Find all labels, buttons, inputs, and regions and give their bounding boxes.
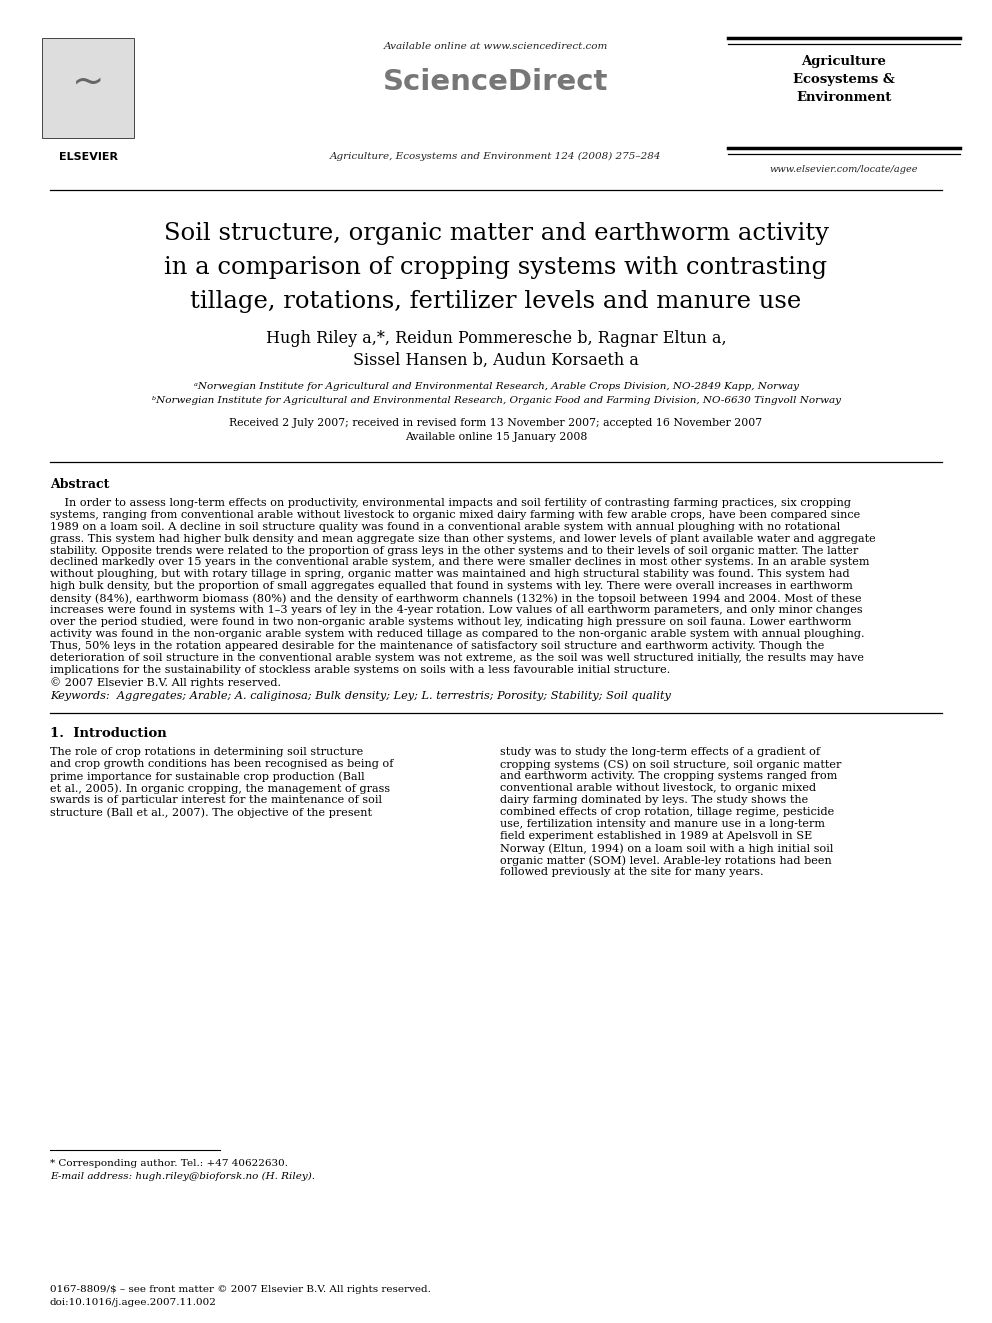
Text: swards is of particular interest for the maintenance of soil: swards is of particular interest for the… (50, 795, 382, 806)
Text: www.elsevier.com/locate/agee: www.elsevier.com/locate/agee (770, 165, 919, 175)
Text: without ploughing, but with rotary tillage in spring, organic matter was maintai: without ploughing, but with rotary tilla… (50, 569, 849, 579)
Text: 1.  Introduction: 1. Introduction (50, 728, 167, 741)
Text: increases were found in systems with 1–3 years of ley in the 4-year rotation. Lo: increases were found in systems with 1–3… (50, 605, 863, 615)
Text: ᵃNorwegian Institute for Agricultural and Environmental Research, Arable Crops D: ᵃNorwegian Institute for Agricultural an… (193, 382, 799, 392)
Text: tillage, rotations, fertilizer levels and manure use: tillage, rotations, fertilizer levels an… (190, 290, 802, 314)
Text: prime importance for sustainable crop production (Ball: prime importance for sustainable crop pr… (50, 771, 365, 782)
Text: Keywords:  Aggregates; Arable; A. caliginosa; Bulk density; Ley; L. terrestris; : Keywords: Aggregates; Arable; A. caligin… (50, 692, 671, 701)
Text: implications for the sustainability of stockless arable systems on soils with a : implications for the sustainability of s… (50, 664, 671, 675)
Text: activity was found in the non-organic arable system with reduced tillage as comp: activity was found in the non-organic ar… (50, 628, 864, 639)
Text: stability. Opposite trends were related to the proportion of grass leys in the o: stability. Opposite trends were related … (50, 545, 858, 556)
Text: field experiment established in 1989 at Apelsvoll in SE: field experiment established in 1989 at … (500, 831, 812, 841)
Text: grass. This system had higher bulk density and mean aggregate size than other sy: grass. This system had higher bulk densi… (50, 533, 876, 544)
Text: density (84%), earthworm biomass (80%) and the density of earthworm channels (13: density (84%), earthworm biomass (80%) a… (50, 593, 862, 603)
Text: over the period studied, were found in two non-organic arable systems without le: over the period studied, were found in t… (50, 617, 851, 627)
Text: ~: ~ (71, 64, 104, 101)
Text: study was to study the long-term effects of a gradient of: study was to study the long-term effects… (500, 747, 820, 757)
Text: systems, ranging from conventional arable without livestock to organic mixed dai: systems, ranging from conventional arabl… (50, 509, 860, 520)
Text: and earthworm activity. The cropping systems ranged from: and earthworm activity. The cropping sys… (500, 771, 837, 782)
Text: * Corresponding author. Tel.: +47 40622630.: * Corresponding author. Tel.: +47 406226… (50, 1159, 288, 1168)
Text: ScienceDirect: ScienceDirect (383, 67, 609, 97)
Text: ᵇNorwegian Institute for Agricultural and Environmental Research, Organic Food a: ᵇNorwegian Institute for Agricultural an… (152, 396, 840, 405)
Text: followed previously at the site for many years.: followed previously at the site for many… (500, 868, 764, 877)
Text: Sissel Hansen b, Audun Korsaeth a: Sissel Hansen b, Audun Korsaeth a (353, 352, 639, 369)
Text: Received 2 July 2007; received in revised form 13 November 2007; accepted 16 Nov: Received 2 July 2007; received in revise… (229, 418, 763, 429)
Text: Hugh Riley a,*, Reidun Pommeresche b, Ragnar Eltun a,: Hugh Riley a,*, Reidun Pommeresche b, Ra… (266, 329, 726, 347)
Text: conventional arable without livestock, to organic mixed: conventional arable without livestock, t… (500, 783, 816, 794)
Text: Available online 15 January 2008: Available online 15 January 2008 (405, 433, 587, 442)
Text: structure (Ball et al., 2007). The objective of the present: structure (Ball et al., 2007). The objec… (50, 807, 372, 818)
Text: organic matter (SOM) level. Arable-ley rotations had been: organic matter (SOM) level. Arable-ley r… (500, 855, 831, 865)
Text: 1989 on a loam soil. A decline in soil structure quality was found in a conventi: 1989 on a loam soil. A decline in soil s… (50, 521, 840, 532)
Text: Thus, 50% leys in the rotation appeared desirable for the maintenance of satisfa: Thus, 50% leys in the rotation appeared … (50, 640, 824, 651)
Bar (42, 38, 134, 138)
Text: The role of crop rotations in determining soil structure: The role of crop rotations in determinin… (50, 747, 363, 757)
Text: combined effects of crop rotation, tillage regime, pesticide: combined effects of crop rotation, tilla… (500, 807, 834, 818)
Text: deterioration of soil structure in the conventional arable system was not extrem: deterioration of soil structure in the c… (50, 652, 864, 663)
Text: Soil structure, organic matter and earthworm activity: Soil structure, organic matter and earth… (164, 222, 828, 245)
Text: 0167-8809/$ – see front matter © 2007 Elsevier B.V. All rights reserved.: 0167-8809/$ – see front matter © 2007 El… (50, 1285, 431, 1294)
Text: and crop growth conditions has been recognised as being of: and crop growth conditions has been reco… (50, 759, 394, 769)
Text: high bulk density, but the proportion of small aggregates equalled that found in: high bulk density, but the proportion of… (50, 581, 853, 591)
Text: declined markedly over 15 years in the conventional arable system, and there wer: declined markedly over 15 years in the c… (50, 557, 870, 568)
Text: cropping systems (CS) on soil structure, soil organic matter: cropping systems (CS) on soil structure,… (500, 759, 841, 770)
Text: © 2007 Elsevier B.V. All rights reserved.: © 2007 Elsevier B.V. All rights reserved… (50, 677, 281, 688)
Text: dairy farming dominated by leys. The study shows the: dairy farming dominated by leys. The stu… (500, 795, 808, 806)
Text: use, fertilization intensity and manure use in a long-term: use, fertilization intensity and manure … (500, 819, 825, 830)
Text: In order to assess long-term effects on productivity, environmental impacts and : In order to assess long-term effects on … (50, 497, 851, 508)
Text: Norway (Eltun, 1994) on a loam soil with a high initial soil: Norway (Eltun, 1994) on a loam soil with… (500, 843, 833, 853)
Text: doi:10.1016/j.agee.2007.11.002: doi:10.1016/j.agee.2007.11.002 (50, 1298, 217, 1307)
Text: in a comparison of cropping systems with contrasting: in a comparison of cropping systems with… (165, 255, 827, 279)
Text: Abstract: Abstract (50, 478, 109, 491)
Text: Agriculture, Ecosystems and Environment 124 (2008) 275–284: Agriculture, Ecosystems and Environment … (330, 152, 662, 161)
Text: ELSEVIER: ELSEVIER (59, 152, 117, 161)
Text: et al., 2005). In organic cropping, the management of grass: et al., 2005). In organic cropping, the … (50, 783, 390, 794)
Text: E-mail address: hugh.riley@bioforsk.no (H. Riley).: E-mail address: hugh.riley@bioforsk.no (… (50, 1172, 315, 1181)
Text: Available online at www.sciencedirect.com: Available online at www.sciencedirect.co… (384, 42, 608, 52)
Text: Agriculture
Ecosystems &
Environment: Agriculture Ecosystems & Environment (793, 56, 895, 105)
